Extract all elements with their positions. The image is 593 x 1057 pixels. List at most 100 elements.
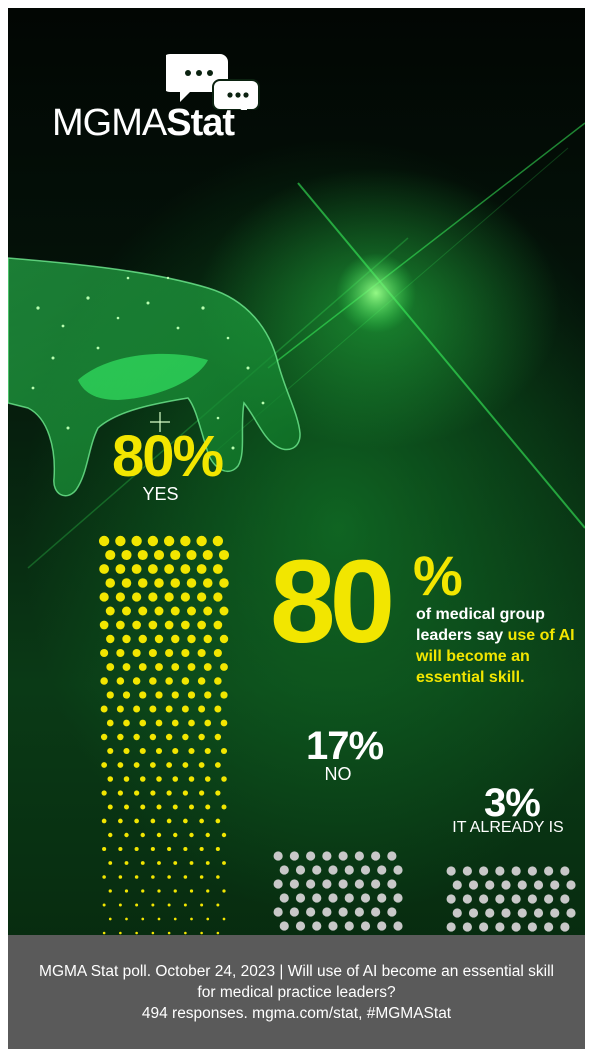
- bar-dot: [212, 564, 223, 574]
- bar-dot: [387, 879, 397, 889]
- bar-dot: [155, 691, 163, 699]
- bar-dot: [215, 818, 221, 824]
- bar-dot: [173, 861, 178, 865]
- bar-dot: [139, 776, 146, 782]
- bar-dot: [137, 549, 148, 561]
- bar-dot: [527, 922, 537, 932]
- bar-dot: [171, 634, 180, 644]
- bar-dot: [312, 893, 322, 903]
- bar-dot: [170, 606, 180, 616]
- bar-dot: [116, 620, 125, 630]
- bar-dot: [338, 851, 348, 861]
- bar-dot: [149, 762, 156, 768]
- bar-yes: [98, 535, 230, 935]
- bar-dot: [123, 747, 130, 755]
- bar-dot: [198, 705, 206, 713]
- bar-dot: [188, 776, 195, 782]
- bar-value-label-already: 3%: [484, 781, 541, 825]
- bar-dot: [181, 705, 189, 713]
- bar-dot: [131, 564, 142, 574]
- bar-dot: [213, 592, 223, 602]
- bar-dot: [387, 907, 397, 917]
- bar-dot: [182, 762, 189, 768]
- bar-dot: [289, 907, 299, 917]
- bar-category-label-no: NO: [324, 764, 352, 784]
- bar-dot: [220, 663, 228, 671]
- bar-dot: [354, 907, 364, 917]
- light-streak: [297, 182, 585, 529]
- bar-dot: [164, 620, 174, 630]
- bar-dot: [328, 921, 338, 931]
- bar-value-text: 3%: [484, 781, 541, 825]
- bar-value-text: 80%: [112, 424, 224, 489]
- bar-dot: [140, 832, 145, 838]
- bar-dot: [118, 818, 123, 824]
- bar-dot: [99, 564, 110, 574]
- bar-dot: [306, 879, 316, 889]
- bar-dot: [220, 691, 228, 699]
- bar-dot: [511, 866, 521, 876]
- bar-dot: [205, 804, 211, 810]
- bar-dot: [100, 677, 108, 685]
- bar-dot: [452, 880, 462, 890]
- bar-dot: [171, 719, 179, 727]
- bar-dot: [197, 620, 206, 630]
- bar-dot: [116, 677, 125, 685]
- bar-dot: [190, 917, 193, 921]
- bar-dot: [172, 776, 179, 782]
- bar-dot: [108, 917, 112, 921]
- bar-dot: [131, 535, 142, 547]
- bar-dot: [165, 733, 173, 741]
- bar-dot: [141, 917, 145, 921]
- bar-dot: [116, 705, 124, 713]
- bar-dot: [462, 894, 472, 904]
- bar-dot: [187, 663, 196, 671]
- bar-dot: [117, 790, 124, 796]
- bar-dot: [154, 634, 164, 644]
- bar-dot: [338, 879, 348, 889]
- bar-dot: [393, 893, 403, 903]
- bar-dot: [212, 535, 224, 547]
- bar-dot: [222, 917, 226, 921]
- bar-dot: [108, 889, 112, 893]
- bar-dot: [289, 851, 299, 861]
- bar-dot: [167, 875, 171, 879]
- bar-dot: [163, 535, 175, 547]
- bar-dot: [108, 832, 113, 838]
- bar-dot: [495, 922, 505, 932]
- bar-dot: [155, 719, 163, 727]
- bar-dot: [197, 677, 206, 685]
- bar-dot: [102, 931, 106, 935]
- bar-dot: [511, 922, 521, 932]
- bar-dot: [566, 880, 576, 890]
- bar-dot: [106, 719, 114, 727]
- bar-dot: [387, 851, 397, 861]
- bar-dot: [122, 634, 131, 644]
- bar-dot: [511, 894, 521, 904]
- bar-dot: [527, 894, 537, 904]
- bar-dot: [199, 818, 204, 824]
- bar-dot: [117, 762, 124, 768]
- bar-dot: [220, 747, 228, 755]
- bar-dot: [188, 719, 195, 727]
- bar-dot: [322, 851, 332, 861]
- bar-dot: [205, 861, 210, 865]
- bar-dot: [214, 705, 222, 713]
- bar-dot: [183, 903, 187, 907]
- bar-value-label-no: 17%: [306, 724, 384, 768]
- bar-dot: [125, 917, 128, 921]
- headline-text-plain: of medical group leaders say: [416, 606, 545, 644]
- bar-dot: [446, 866, 456, 876]
- bar-dot: [279, 893, 289, 903]
- bar-dot: [115, 564, 126, 574]
- bar-dot: [377, 921, 387, 931]
- light-flare: [336, 253, 416, 333]
- bar-dot: [156, 776, 162, 782]
- bar-dot: [164, 592, 174, 602]
- bar-dot: [133, 762, 140, 768]
- bar-dot: [215, 790, 221, 796]
- bar-dot: [222, 889, 226, 893]
- bar-value-text: 17%: [306, 724, 384, 768]
- bar-dot: [151, 903, 155, 907]
- bar-dot: [170, 578, 181, 588]
